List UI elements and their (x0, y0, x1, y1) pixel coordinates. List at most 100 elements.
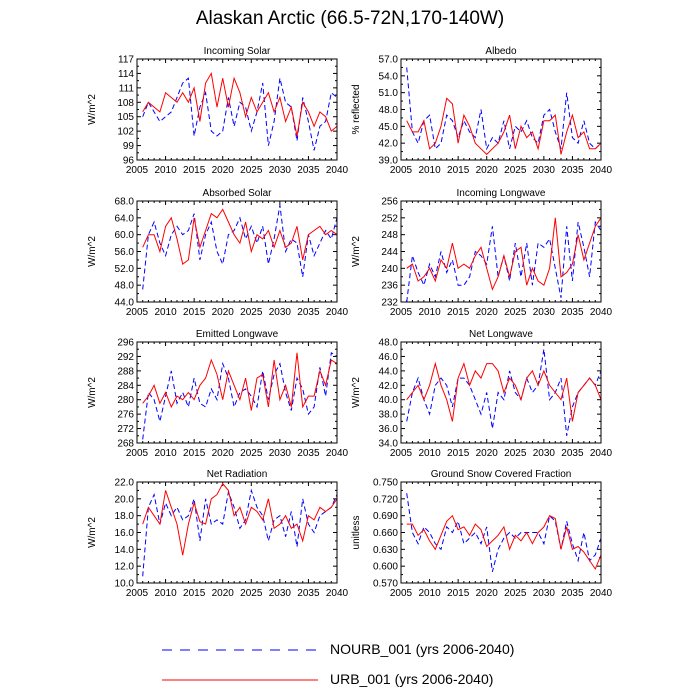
x-tick-label: 2040 (326, 448, 349, 459)
y-tick-label: 56.0 (115, 247, 135, 258)
y-tick-label: 60.0 (115, 230, 135, 241)
panel-net-longwave: Net Longwave W/m^2 34.0 36.0 38.0 40.0 42.0 44.… (351, 329, 613, 459)
x-tick-label: 2035 (297, 307, 320, 318)
x-tick-label: 2010 (154, 448, 177, 459)
y-tick-label: 0.750 (373, 478, 398, 489)
series-line-nourb-001-incoming-solar (142, 77, 338, 151)
series-line-urb-001-incoming-longwave (406, 217, 602, 291)
panel-incoming-solar: Incoming Solar W/m^2 96 99 102 105 108 111 114 11… (87, 46, 349, 176)
panel-incoming-longwave: Incoming Longwave W/m^2 232 236 240 244 248 252… (351, 188, 613, 318)
x-tick-label: 2015 (183, 588, 206, 599)
y-tick-label: 102 (117, 127, 134, 138)
series-line-urb-001-emitted-longwave (142, 352, 338, 411)
x-tick-label: 2010 (418, 448, 441, 459)
x-tick-label: 2030 (269, 165, 292, 176)
x-tick-label: 2010 (154, 165, 177, 176)
y-tick-label: 52.0 (115, 264, 135, 275)
x-tick-label: 2005 (126, 165, 149, 176)
x-tick-label: 2020 (212, 448, 235, 459)
x-tick-label: 2005 (390, 165, 413, 176)
y-tick-label: 46.0 (379, 352, 399, 363)
plot-frame-emitted-longwave (136, 341, 338, 444)
panel-title-net-longwave: Net Longwave (469, 329, 533, 340)
series-line-urb-001-ground-snow-covered-fraction (406, 514, 602, 571)
panel-title-albedo: Albedo (485, 46, 517, 57)
x-tick-label: 2030 (269, 307, 292, 318)
x-tick-label: 2015 (183, 448, 206, 459)
x-tick-label: 2040 (326, 588, 349, 599)
x-tick-label: 2025 (240, 165, 263, 176)
series-line-nourb-001-incoming-longwave (406, 220, 602, 303)
x-tick-label: 2025 (240, 588, 263, 599)
x-tick-label: 2015 (183, 307, 206, 318)
y-tick-label: 57.0 (379, 55, 399, 66)
y-tick-label: 68.0 (115, 197, 135, 208)
y-tick-label: 36.0 (379, 424, 399, 435)
y-axis-label-absorbed-solar: W/m^2 (87, 236, 98, 267)
y-tick-label: 0.690 (373, 511, 398, 522)
panel-title-net-radiation: Net Radiation (207, 469, 268, 480)
y-tick-label: 292 (117, 352, 134, 363)
y-tick-label: 284 (117, 381, 134, 392)
x-tick-label: 2010 (418, 165, 441, 176)
y-tick-label: 44.0 (115, 298, 135, 309)
series-line-nourb-001-absorbed-solar (142, 205, 338, 290)
panel-ground-snow-covered-fraction: Ground Snow Covered Fraction unitless 0.57… (351, 469, 613, 599)
series-line-urb-001-albedo (406, 97, 602, 156)
x-tick-label: 2030 (533, 448, 556, 459)
x-tick-label: 2010 (154, 588, 177, 599)
y-tick-label: 20.0 (115, 494, 135, 505)
x-tick-label: 2035 (297, 448, 320, 459)
y-tick-label: 248 (381, 230, 398, 241)
y-tick-label: 14.0 (115, 545, 135, 556)
y-tick-label: 296 (117, 338, 134, 349)
panel-net-radiation: Net Radiation W/m^2 10.0 12.0 14.0 16.0 18.0 20… (87, 469, 349, 599)
x-tick-label: 2015 (447, 588, 470, 599)
x-tick-label: 2025 (504, 588, 527, 599)
series-line-urb-001-net-radiation (142, 482, 338, 556)
y-tick-label: 10.0 (115, 579, 135, 590)
x-tick-label: 2025 (504, 307, 527, 318)
panel-emitted-longwave: Emitted Longwave W/m^2 268 272 276 280 284 288 2… (87, 329, 349, 459)
series-line-nourb-001-ground-snow-covered-fraction (406, 493, 602, 572)
x-tick-label: 2040 (326, 307, 349, 318)
y-tick-label: 111 (119, 83, 135, 94)
x-tick-label: 2025 (240, 448, 263, 459)
y-tick-label: 48.0 (115, 281, 135, 292)
plot-frame-net-longwave (400, 341, 602, 444)
y-axis-label-incoming-solar: W/m^2 (87, 94, 98, 125)
y-tick-label: 256 (381, 197, 398, 208)
x-tick-label: 2005 (390, 448, 413, 459)
y-tick-label: 280 (117, 395, 134, 406)
y-tick-label: 0.600 (373, 562, 398, 573)
y-tick-label: 236 (381, 281, 398, 292)
series-line-urb-001-absorbed-solar (142, 208, 338, 265)
x-tick-label: 2020 (476, 588, 499, 599)
y-axis-label-albedo: % reflected (351, 84, 362, 134)
x-tick-label: 2030 (533, 307, 556, 318)
y-tick-label: 99 (123, 141, 135, 152)
series-line-nourb-001-net-radiation (142, 488, 338, 577)
x-tick-label: 2035 (561, 307, 584, 318)
x-tick-label: 2035 (297, 165, 320, 176)
x-tick-label: 2040 (326, 165, 349, 176)
y-tick-label: 117 (118, 55, 134, 66)
x-tick-label: 2005 (390, 307, 413, 318)
y-tick-label: 48.0 (379, 105, 399, 116)
y-tick-label: 252 (381, 213, 398, 224)
x-tick-label: 2005 (126, 307, 149, 318)
y-tick-label: 268 (117, 439, 134, 450)
x-tick-label: 2015 (447, 448, 470, 459)
y-tick-label: 276 (117, 410, 134, 421)
x-tick-label: 2020 (212, 307, 235, 318)
y-tick-label: 0.630 (373, 545, 398, 556)
series-line-nourb-001-albedo (406, 67, 602, 151)
plot-frame-albedo (400, 58, 602, 161)
plot-frame-net-radiation (136, 481, 338, 584)
y-tick-label: 232 (381, 298, 398, 309)
series-line-nourb-001-net-longwave (406, 349, 602, 436)
x-tick-label: 2030 (533, 588, 556, 599)
x-tick-label: 2020 (476, 307, 499, 318)
x-tick-label: 2020 (476, 448, 499, 459)
